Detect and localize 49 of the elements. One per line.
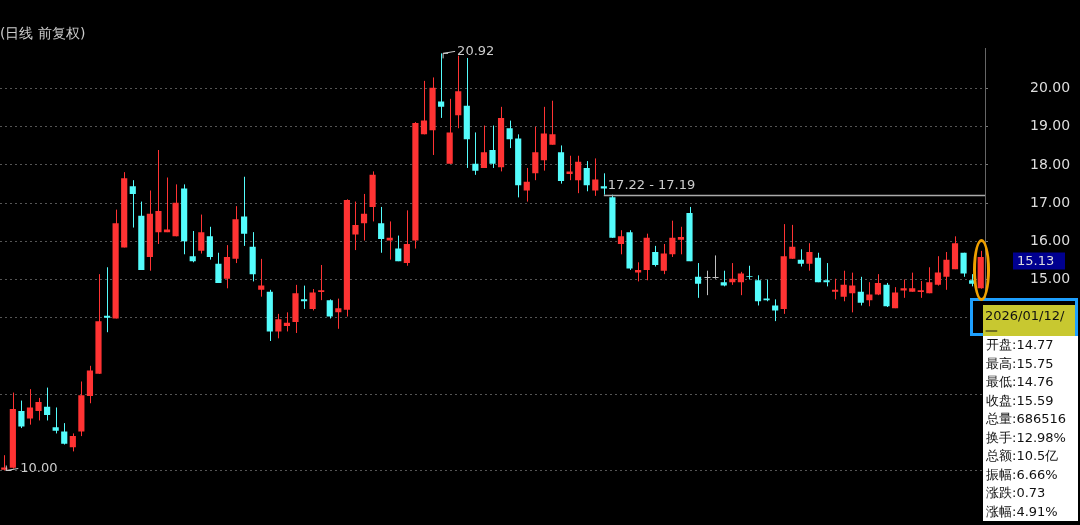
candlestick xyxy=(549,100,556,146)
candlestick xyxy=(95,273,102,375)
rectangle-outline: 2026/01/12/一 xyxy=(970,298,1078,336)
candlestick xyxy=(232,205,239,264)
text: 最低:14.76 xyxy=(986,373,1055,391)
text: 15.13 xyxy=(1017,252,1055,268)
candlestick xyxy=(686,206,693,262)
candlestick xyxy=(704,270,711,296)
candlestick xyxy=(438,52,445,119)
candlestick xyxy=(386,220,393,261)
text: 换手:12.98% xyxy=(986,428,1067,447)
candlestick xyxy=(626,229,633,271)
y-tick-label: 18.00 xyxy=(1030,155,1071,172)
candlestick xyxy=(52,406,59,434)
candlestick xyxy=(635,261,642,282)
candlestick xyxy=(489,125,496,169)
candlestick xyxy=(746,265,753,280)
candlestick xyxy=(155,149,162,245)
text: 总额:10.5亿 xyxy=(986,447,1060,465)
candlestick xyxy=(900,279,907,299)
y-tick-label: 19.00 xyxy=(1030,117,1071,134)
candlestick xyxy=(712,254,719,280)
text: 振幅:6.66% xyxy=(986,465,1059,484)
text: 总量:686516 xyxy=(986,410,1067,428)
candlestick xyxy=(352,201,359,251)
candlestick xyxy=(720,270,727,287)
candlestick xyxy=(677,226,685,255)
candlestick xyxy=(566,155,573,181)
candlestick xyxy=(943,251,950,291)
y-tick-label: 16.00 xyxy=(1030,231,1071,248)
annotation: 10.00 xyxy=(20,459,58,475)
y-tick-label: 20.00 xyxy=(1030,79,1071,96)
candlestick xyxy=(883,282,890,308)
candlestick xyxy=(909,272,916,293)
text: 收盘:15.59 xyxy=(986,391,1055,410)
candlestick xyxy=(823,262,830,287)
candlestick xyxy=(429,76,436,156)
text: 涨幅:4.91% xyxy=(986,502,1059,521)
text: 最高:15.75 xyxy=(986,354,1055,373)
annotation: 20.92 xyxy=(457,42,495,58)
candlestick xyxy=(163,177,171,233)
candlestick xyxy=(35,397,42,421)
y-tick-label: 15.00 xyxy=(1030,270,1071,287)
y-tick-label: 17.00 xyxy=(1030,193,1071,210)
ref-line-label: 17.22 - 17.19 xyxy=(607,177,696,193)
text: 涨跌:0.73 xyxy=(986,484,1047,502)
candlestick xyxy=(600,172,607,196)
chart-title: (日线 前复权) xyxy=(0,24,86,41)
candlestick xyxy=(292,284,299,334)
